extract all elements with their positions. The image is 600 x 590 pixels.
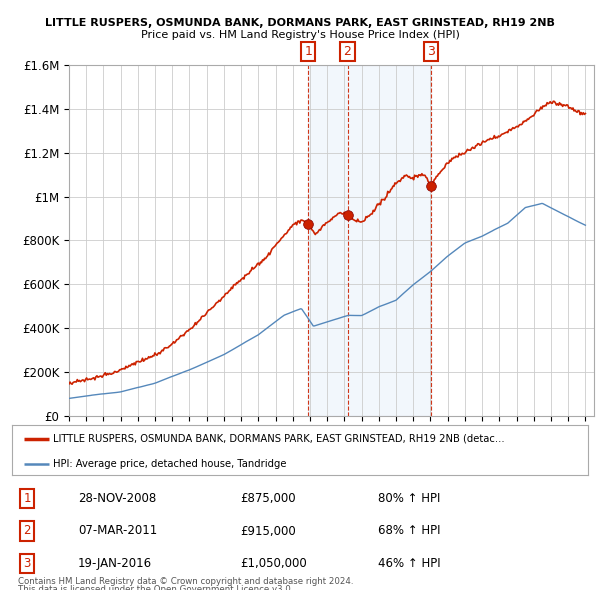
Text: 80% ↑ HPI: 80% ↑ HPI xyxy=(378,492,440,505)
Text: LITTLE RUSPERS, OSMUNDA BANK, DORMANS PARK, EAST GRINSTEAD, RH19 2NB (detac...: LITTLE RUSPERS, OSMUNDA BANK, DORMANS PA… xyxy=(53,434,505,444)
Text: 3: 3 xyxy=(427,45,435,58)
Text: 1: 1 xyxy=(304,45,313,58)
Text: Price paid vs. HM Land Registry's House Price Index (HPI): Price paid vs. HM Land Registry's House … xyxy=(140,30,460,40)
Text: 68% ↑ HPI: 68% ↑ HPI xyxy=(378,525,440,537)
Text: £915,000: £915,000 xyxy=(240,525,296,537)
Text: £1,050,000: £1,050,000 xyxy=(240,557,307,570)
Text: £875,000: £875,000 xyxy=(240,492,296,505)
Text: 1: 1 xyxy=(23,492,31,505)
Text: 07-MAR-2011: 07-MAR-2011 xyxy=(78,525,157,537)
Text: 2: 2 xyxy=(344,45,352,58)
Text: HPI: Average price, detached house, Tandridge: HPI: Average price, detached house, Tand… xyxy=(53,459,287,469)
Text: 46% ↑ HPI: 46% ↑ HPI xyxy=(378,557,440,570)
Text: 3: 3 xyxy=(23,557,31,570)
Bar xyxy=(308,65,431,416)
Text: 19-JAN-2016: 19-JAN-2016 xyxy=(78,557,152,570)
Text: 2: 2 xyxy=(23,525,31,537)
Text: LITTLE RUSPERS, OSMUNDA BANK, DORMANS PARK, EAST GRINSTEAD, RH19 2NB: LITTLE RUSPERS, OSMUNDA BANK, DORMANS PA… xyxy=(45,18,555,28)
Text: 28-NOV-2008: 28-NOV-2008 xyxy=(78,492,156,505)
Text: This data is licensed under the Open Government Licence v3.0.: This data is licensed under the Open Gov… xyxy=(18,585,293,590)
Text: Contains HM Land Registry data © Crown copyright and database right 2024.: Contains HM Land Registry data © Crown c… xyxy=(18,577,353,586)
